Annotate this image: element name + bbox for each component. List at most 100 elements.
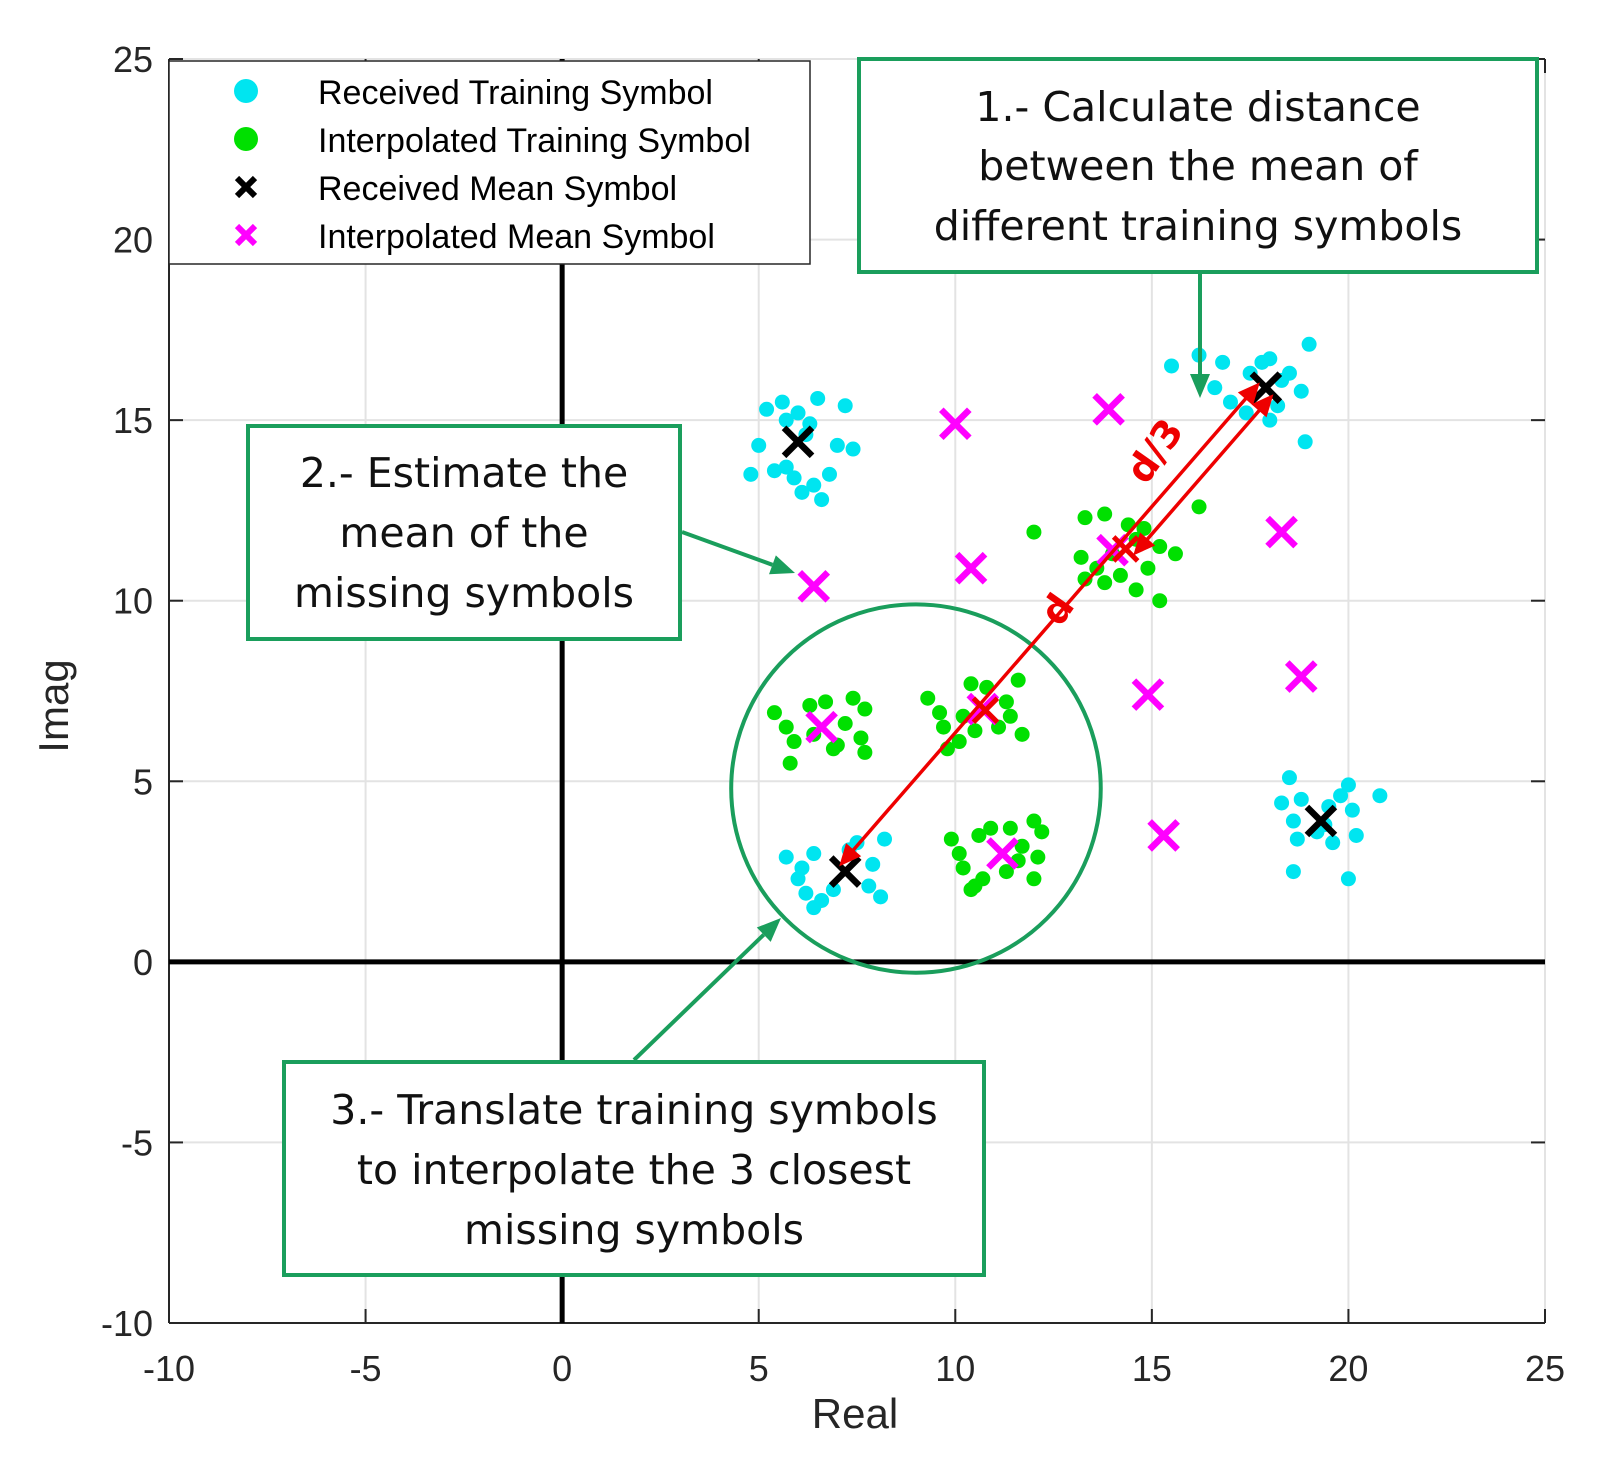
received-training-point	[829, 437, 845, 453]
interpolated-training-point	[1034, 824, 1050, 840]
received-training-point	[790, 871, 806, 887]
distance-arrowhead-d-start	[839, 843, 862, 867]
distance-label-d-over-3: d/3	[1117, 411, 1192, 492]
received-training-point	[821, 466, 837, 482]
annotation-estimate-mean: 2.- Estimate the mean of the missing sym…	[246, 424, 682, 641]
interpolated-training-point	[782, 755, 798, 771]
received-training-point	[798, 885, 814, 901]
received-training-point	[1325, 835, 1341, 851]
received-training-point	[1297, 434, 1313, 450]
interpolated-training-point	[1026, 524, 1042, 540]
annotation-3-line-3: missing symbols	[464, 1206, 804, 1254]
tick-labels: -10 -5 0 5 10 15 20 25 -10 -5 0 5 10 15 20 25	[101, 39, 1565, 1389]
legend-marker-interpolated-mean	[234, 223, 258, 247]
interpolated-training-point	[857, 701, 873, 717]
received-training-point	[865, 856, 881, 872]
x-axis-label: Real	[812, 1390, 898, 1437]
annotation-arrow-2-shaft	[681, 530, 774, 567]
interpolated-training-point	[837, 716, 853, 732]
interpolated-training-point	[1097, 506, 1113, 522]
legend-label-received-mean: Received Mean Symbol	[318, 170, 677, 208]
interpolated-training-point	[998, 864, 1014, 880]
received-training-point	[1340, 871, 1356, 887]
received-training-point	[1293, 383, 1309, 399]
data-points	[743, 336, 1388, 916]
received-training-point	[778, 459, 794, 475]
received-training-point	[1207, 380, 1223, 396]
interpolated-mean-point-stroke-b	[938, 407, 972, 441]
interpolated-mean-point	[1284, 660, 1318, 693]
received-training-point	[1285, 864, 1301, 880]
annotation-3-line-1: 3.- Translate training symbols	[330, 1086, 937, 1134]
annotation-1-line-1: 1.- Calculate distance	[975, 83, 1420, 131]
interpolated-mean-point	[805, 710, 838, 744]
distance-line-d-over-3	[1143, 406, 1263, 544]
interpolated-training-point	[1026, 871, 1042, 887]
received-mean-point-stroke-b	[1249, 371, 1283, 404]
annotation-3-line-2: to interpolate the 3 closest	[357, 1146, 911, 1194]
interpolated-training-point	[1030, 849, 1046, 865]
received-training-point	[1274, 795, 1290, 811]
received-training-point	[861, 878, 877, 894]
interpolated-training-point	[1077, 571, 1093, 587]
received-training-point	[743, 466, 759, 482]
interpolated-training-point	[778, 719, 794, 735]
received-mean-point-stroke-b	[781, 425, 815, 459]
interpolated-mean-point	[986, 837, 1019, 870]
received-training-point	[778, 849, 794, 865]
annotation-2-line-1: 2.- Estimate the	[300, 449, 628, 497]
interpolated-training-point	[766, 705, 782, 721]
received-training-point	[786, 470, 802, 486]
x-tick-label: -5	[350, 1348, 382, 1389]
legend-marker-received-training	[234, 79, 258, 103]
received-training-point	[1340, 777, 1356, 793]
received-training-point	[806, 846, 822, 862]
y-axis-label: Imag	[30, 659, 77, 752]
received-training-point	[774, 394, 790, 410]
interpolated-training-point	[951, 846, 967, 862]
interpolated-mean-point	[1147, 819, 1180, 852]
interpolated-training-point	[1152, 539, 1168, 555]
interpolated-training-point	[845, 690, 861, 706]
legend-marker-interpolated-training	[234, 127, 258, 151]
interpolated-training-point	[1014, 838, 1030, 854]
received-training-point	[837, 398, 853, 414]
received-training-point	[1289, 831, 1305, 847]
received-training-point	[1333, 788, 1349, 804]
interpolated-training-point	[1002, 820, 1018, 836]
received-training-point	[1348, 827, 1364, 843]
legend-label-received-training: Received Training Symbol	[318, 74, 713, 112]
legend-markers	[234, 79, 258, 247]
received-mean-point	[781, 425, 815, 459]
annotation-translate-symbols: 3.- Translate training symbols to interp…	[282, 1060, 986, 1277]
interpolated-mean-point-stroke-b	[1265, 515, 1298, 549]
annotation-box-3	[282, 1060, 986, 1277]
received-training-point	[806, 900, 822, 916]
interpolated-training-point	[1140, 560, 1156, 576]
received-training-point	[1270, 398, 1286, 414]
interpolated-training-point	[971, 827, 987, 843]
x-tick-label: 5	[749, 1348, 769, 1389]
received-mean-point-stroke-b	[1304, 804, 1338, 838]
received-training-point	[1372, 788, 1388, 804]
interpolated-training-point	[853, 730, 869, 746]
highlight-circle	[729, 602, 1103, 975]
x-tick-label: -10	[143, 1348, 195, 1389]
received-training-point	[751, 437, 767, 453]
received-training-point	[1238, 405, 1254, 421]
interpolated-training-point	[1112, 567, 1128, 583]
interpolated-training-point	[1136, 520, 1152, 536]
y-tick-label: 20	[113, 220, 153, 261]
interpolated-training-point	[963, 676, 979, 692]
interpolated-training-point	[1077, 510, 1093, 526]
received-training-point	[877, 831, 893, 847]
received-training-point	[1254, 354, 1270, 370]
received-training-point	[759, 401, 775, 417]
interpolated-mean-point	[1131, 678, 1165, 711]
annotation-box-2	[246, 424, 682, 641]
legend-box	[168, 60, 811, 265]
interpolated-mean-point	[954, 551, 988, 585]
legend-label-interpolated-mean: Interpolated Mean Symbol	[318, 218, 715, 256]
interpolated-mean-point	[938, 407, 972, 441]
interpolated-training-point	[1014, 726, 1030, 742]
